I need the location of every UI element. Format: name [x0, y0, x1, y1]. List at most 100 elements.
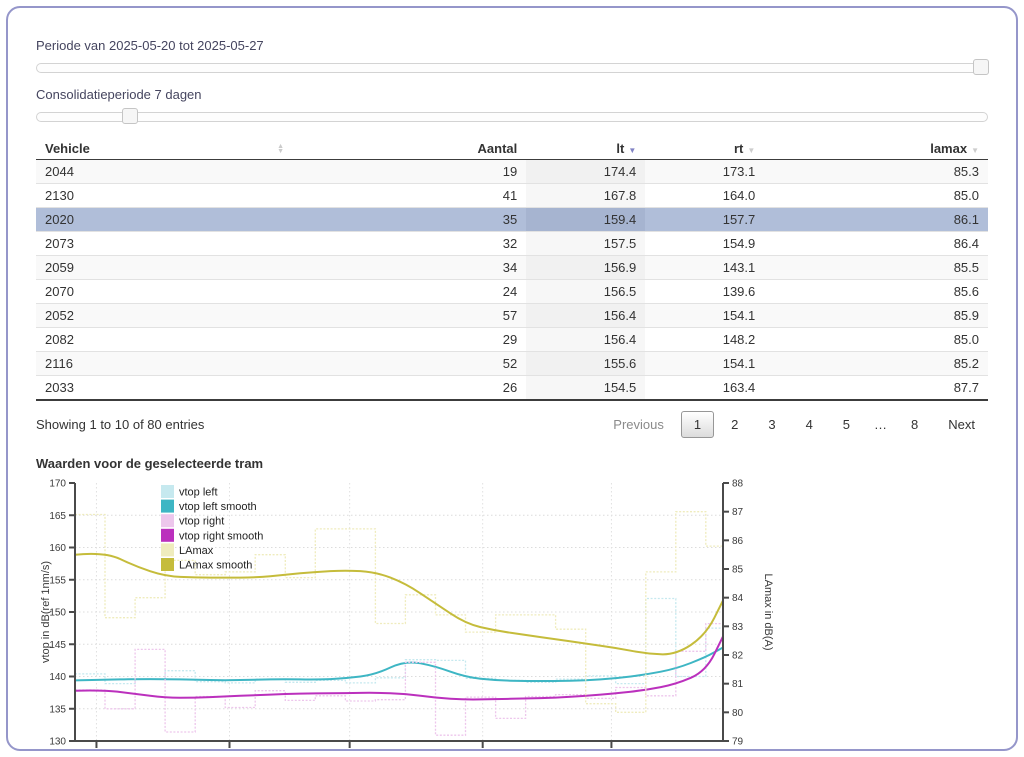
timeseries-chart[interactable]: 1301351401451501551601651707980818283848…	[36, 471, 796, 751]
column-header-aantal[interactable]: Aantal	[293, 138, 526, 160]
pagination-ellipsis: …	[867, 411, 894, 438]
cell-lamax: 86.4	[764, 232, 988, 256]
svg-text:165: 165	[49, 511, 66, 522]
cell-lamax: 85.9	[764, 304, 988, 328]
cell-vehicle: 2044	[36, 160, 293, 184]
legend-label: vtop right	[179, 516, 224, 528]
cell-lamax: 85.5	[764, 256, 988, 280]
cell-lamax: 85.6	[764, 280, 988, 304]
cell-vehicle: 2033	[36, 376, 293, 401]
cell-lt: 156.9	[526, 256, 645, 280]
cell-lt: 159.4	[526, 208, 645, 232]
cell-rt: 163.4	[645, 376, 764, 401]
cell-aantal: 19	[293, 160, 526, 184]
svg-text:85: 85	[732, 565, 744, 576]
column-header-lt[interactable]: lt▼	[526, 138, 645, 160]
svg-text:87: 87	[732, 507, 744, 518]
svg-text:81: 81	[732, 679, 744, 690]
cell-rt: 154.1	[645, 352, 764, 376]
cell-vehicle: 2052	[36, 304, 293, 328]
pagination-5[interactable]: 5	[830, 411, 863, 438]
pagination-1[interactable]: 1	[681, 411, 714, 438]
svg-text:135: 135	[49, 704, 66, 715]
cell-vehicle: 2082	[36, 328, 293, 352]
series-vtop-right-smooth	[75, 637, 723, 700]
legend-swatch-vtop-right-smooth	[161, 529, 174, 542]
vehicle-table: Vehicle▲▼Aantallt▼rt▼lamax▼ 204419174.41…	[36, 138, 988, 401]
legend-label: vtop right smooth	[179, 530, 263, 542]
legend-label: LAmax smooth	[179, 560, 252, 572]
cell-vehicle: 2073	[36, 232, 293, 256]
cell-aantal: 29	[293, 328, 526, 352]
series-vtop-left-smooth	[75, 648, 723, 682]
y-axis-label-right: LAmax in dB(A)	[762, 573, 774, 650]
table-row[interactable]: 207332157.5154.986.4	[36, 232, 988, 256]
cell-lt: 167.8	[526, 184, 645, 208]
pagination-4[interactable]: 4	[793, 411, 826, 438]
legend-swatch-vtop-left-smooth	[161, 500, 174, 513]
svg-text:88: 88	[732, 479, 744, 490]
sort-desc-icon: ▼	[628, 146, 636, 155]
legend-swatch-LAmax-smooth	[161, 558, 174, 571]
sort-desc-icon: ▼	[971, 146, 979, 155]
cell-lamax: 85.3	[764, 160, 988, 184]
cell-aantal: 26	[293, 376, 526, 401]
svg-text:79: 79	[732, 737, 744, 748]
cell-lt: 154.5	[526, 376, 645, 401]
table-row[interactable]: 204419174.4173.185.3	[36, 160, 988, 184]
sort-both-icon: ▲▼	[277, 144, 284, 154]
cell-lt: 156.4	[526, 328, 645, 352]
period-slider-handle[interactable]	[973, 59, 989, 75]
cell-lt: 156.5	[526, 280, 645, 304]
legend-label: vtop left	[179, 487, 218, 499]
period-slider[interactable]	[36, 63, 988, 73]
cell-vehicle: 2116	[36, 352, 293, 376]
table-row[interactable]: 205934156.9143.185.5	[36, 256, 988, 280]
cell-rt: 143.1	[645, 256, 764, 280]
pagination: Previous12345…8Next	[596, 411, 988, 438]
table-row[interactable]: 207024156.5139.685.6	[36, 280, 988, 304]
column-header-vehicle[interactable]: Vehicle▲▼	[36, 138, 293, 160]
table-row[interactable]: 211652155.6154.185.2	[36, 352, 988, 376]
table-row[interactable]: 208229156.4148.285.0	[36, 328, 988, 352]
period-slider-label: Periode van 2025-05-20 tot 2025-05-27	[36, 38, 988, 53]
pagination-3[interactable]: 3	[755, 411, 788, 438]
svg-text:130: 130	[49, 737, 66, 748]
svg-text:170: 170	[49, 479, 66, 490]
cell-lamax: 85.0	[764, 328, 988, 352]
cell-aantal: 34	[293, 256, 526, 280]
y-axis-label-left: vtop in dB(ref 1nm/s)	[40, 561, 52, 663]
svg-text:82: 82	[732, 651, 744, 662]
table-row[interactable]: 203326154.5163.487.7	[36, 376, 988, 401]
sort-desc-icon: ▼	[747, 146, 755, 155]
cell-rt: 148.2	[645, 328, 764, 352]
cell-lamax: 86.1	[764, 208, 988, 232]
cell-aantal: 41	[293, 184, 526, 208]
pagination-next[interactable]: Next	[935, 411, 988, 438]
pagination-8[interactable]: 8	[898, 411, 931, 438]
legend-swatch-LAmax	[161, 543, 174, 556]
cell-lamax: 85.2	[764, 352, 988, 376]
cell-aantal: 24	[293, 280, 526, 304]
consolidation-slider[interactable]	[36, 112, 988, 122]
consolidation-slider-handle[interactable]	[122, 108, 138, 124]
svg-text:86: 86	[732, 536, 744, 547]
table-row[interactable]: 202035159.4157.786.1	[36, 208, 988, 232]
cell-rt: 173.1	[645, 160, 764, 184]
table-row[interactable]: 205257156.4154.185.9	[36, 304, 988, 328]
cell-rt: 139.6	[645, 280, 764, 304]
pagination-2[interactable]: 2	[718, 411, 751, 438]
legend-label: LAmax	[179, 545, 214, 557]
column-header-lamax[interactable]: lamax▼	[764, 138, 988, 160]
column-header-rt[interactable]: rt▼	[645, 138, 764, 160]
cell-rt: 164.0	[645, 184, 764, 208]
cell-vehicle: 2059	[36, 256, 293, 280]
table-row[interactable]: 213041167.8164.085.0	[36, 184, 988, 208]
cell-lt: 174.4	[526, 160, 645, 184]
cell-lamax: 87.7	[764, 376, 988, 401]
legend-label: vtop left smooth	[179, 501, 257, 513]
table-info: Showing 1 to 10 of 80 entries	[36, 417, 204, 432]
cell-lt: 157.5	[526, 232, 645, 256]
chart-title: Waarden voor de geselecteerde tram	[36, 456, 988, 471]
cell-vehicle: 2130	[36, 184, 293, 208]
